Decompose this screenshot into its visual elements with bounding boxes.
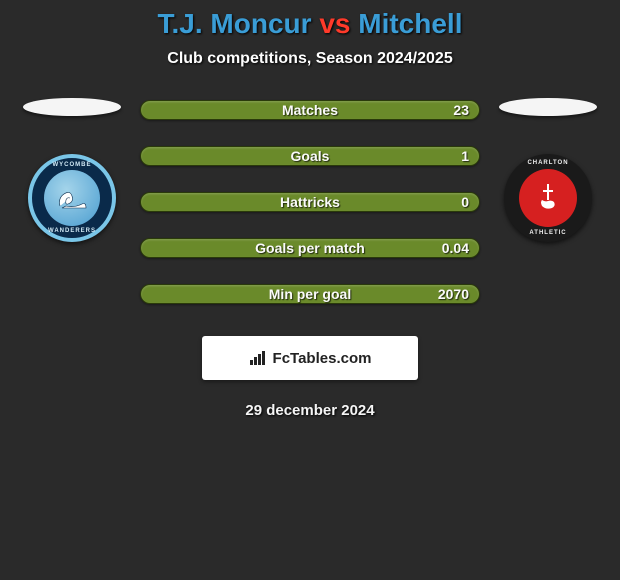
footer-brand-text: FcTables.com xyxy=(273,350,372,367)
bars-icon xyxy=(249,350,269,366)
right-ellipse xyxy=(499,98,597,116)
stat-value: 1 xyxy=(461,148,469,164)
stats-column: Matches 23 Goals 1 Hattricks 0 Goals per… xyxy=(140,98,480,304)
right-crest-column: CHARLTON ATHLETIC xyxy=(498,98,598,242)
stat-bar-matches: Matches 23 xyxy=(140,100,480,120)
stat-label: Goals per match xyxy=(255,240,365,256)
stat-value: 23 xyxy=(453,102,469,118)
stat-label: Goals xyxy=(291,148,330,164)
stat-value: 0.04 xyxy=(442,240,469,256)
charlton-ring-bottom: ATHLETIC xyxy=(529,230,566,236)
page-title: T.J. Moncur vs Mitchell xyxy=(0,8,620,40)
charlton-inner xyxy=(519,169,577,227)
footer-brand-box: FcTables.com xyxy=(202,336,418,380)
comparison-card: T.J. Moncur vs Mitchell Club competition… xyxy=(0,0,620,419)
player2-name: Mitchell xyxy=(358,8,462,39)
subtitle: Club competitions, Season 2024/2025 xyxy=(0,50,620,68)
swan-icon xyxy=(52,178,92,218)
stat-value: 2070 xyxy=(438,286,469,302)
charlton-crest: CHARLTON ATHLETIC xyxy=(504,154,592,242)
wycombe-ring-bottom: WANDERERS xyxy=(48,228,96,234)
stat-bar-goals-per-match: Goals per match 0.04 xyxy=(140,238,480,258)
footer-brand: FcTables.com xyxy=(249,350,372,367)
sword-hand-icon xyxy=(530,180,566,216)
footer-date: 29 december 2024 xyxy=(0,402,620,419)
player1-name: T.J. Moncur xyxy=(158,8,312,39)
wycombe-ring-top: WYCOMBE xyxy=(53,162,92,168)
stat-label: Hattricks xyxy=(280,194,340,210)
charlton-ring-top: CHARLTON xyxy=(527,160,568,166)
main-row: WYCOMBE WANDERERS Matches 23 Goals 1 Hat… xyxy=(0,98,620,304)
wycombe-crest: WYCOMBE WANDERERS xyxy=(28,154,116,242)
stat-label: Matches xyxy=(282,102,338,118)
stat-label: Min per goal xyxy=(269,286,351,302)
stat-value: 0 xyxy=(461,194,469,210)
stat-bar-goals: Goals 1 xyxy=(140,146,480,166)
stat-bar-hattricks: Hattricks 0 xyxy=(140,192,480,212)
left-crest-column: WYCOMBE WANDERERS xyxy=(22,98,122,242)
left-ellipse xyxy=(23,98,121,116)
vs-separator: vs xyxy=(319,8,350,39)
stat-bar-min-per-goal: Min per goal 2070 xyxy=(140,284,480,304)
wycombe-inner xyxy=(44,170,100,226)
